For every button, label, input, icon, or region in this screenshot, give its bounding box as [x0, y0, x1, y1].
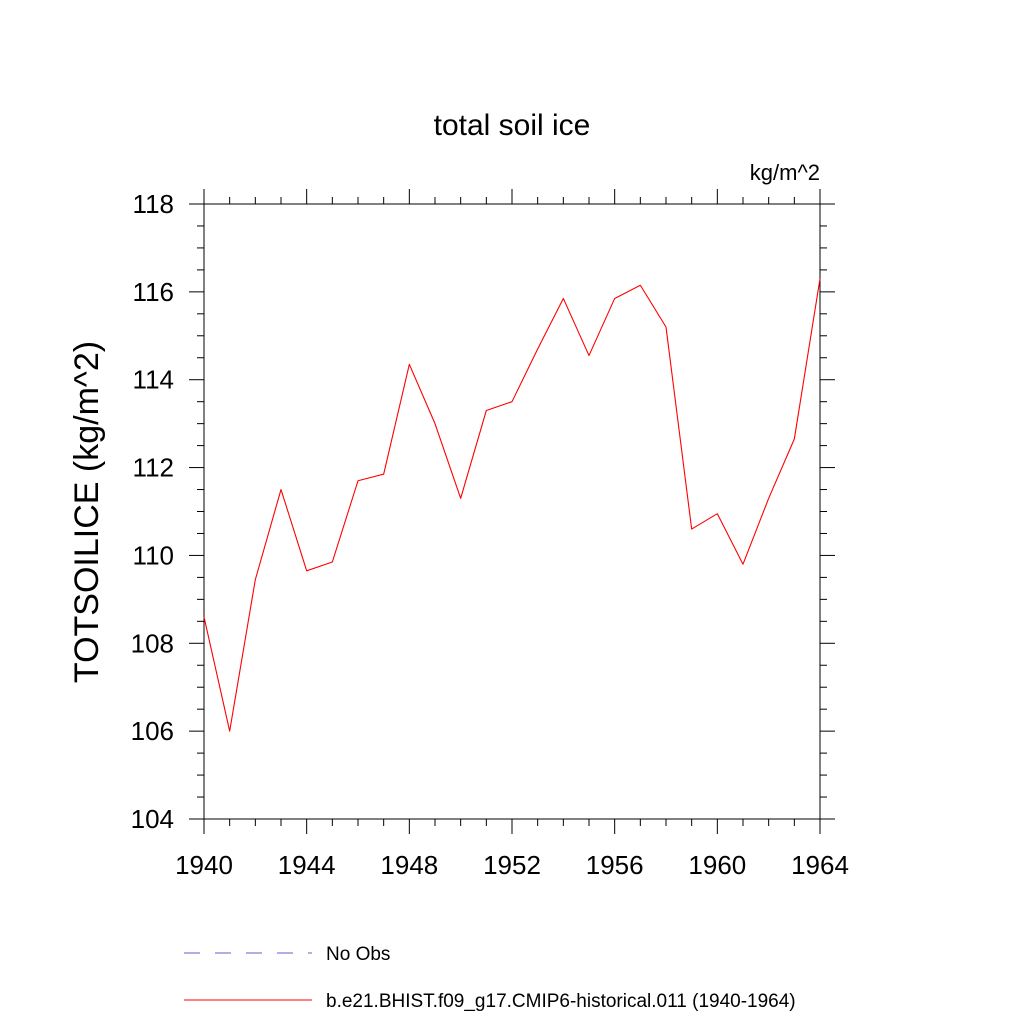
y-tick-label: 112 — [133, 453, 174, 483]
x-tick-label: 1952 — [483, 850, 541, 880]
y-tick-label: 116 — [133, 277, 174, 307]
y-axis-label: TOTSOILICE (kg/m^2) — [68, 341, 106, 683]
x-tick-label: 1948 — [380, 850, 438, 880]
y-tick-label: 114 — [133, 365, 174, 395]
axes: 1940 1944 1948 1952 1956 1960 1964 104 106 108 110… — [131, 189, 849, 880]
y-tick-label: 110 — [133, 540, 174, 570]
y-tick-label: 108 — [131, 628, 174, 658]
chart-title: total soil ice — [434, 109, 591, 142]
legend: No Obs b.e21.BHIST.f09_g17.CMIP6-historic… — [184, 944, 796, 1012]
units-label: kg/m^2 — [750, 160, 820, 185]
y-tick-label: 104 — [131, 804, 174, 834]
x-tick-label: 1940 — [175, 850, 233, 880]
legend-label: No Obs — [326, 944, 390, 965]
series-line — [203, 278, 821, 732]
series-layer — [203, 278, 821, 732]
y-tick-label: 106 — [131, 716, 174, 746]
plot-frame — [203, 203, 821, 820]
x-tick-label: 1956 — [586, 850, 644, 880]
x-tick-label: 1964 — [791, 850, 849, 880]
x-tick-label: 1960 — [688, 850, 746, 880]
y-tick-label: 118 — [133, 189, 174, 219]
legend-label: b.e21.BHIST.f09_g17.CMIP6-historical.011… — [326, 991, 796, 1012]
x-tick-label: 1944 — [278, 850, 336, 880]
